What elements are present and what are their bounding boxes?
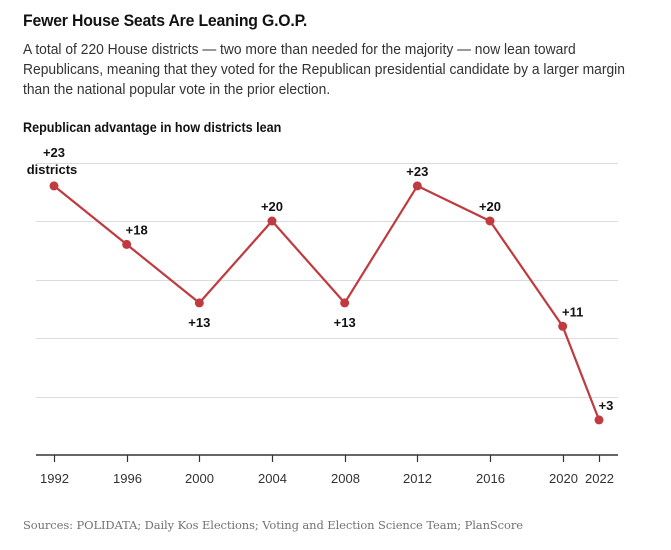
data-point (122, 239, 132, 249)
data-point (340, 298, 350, 308)
data-point (267, 216, 277, 226)
x-tick-label: 2008 (331, 471, 360, 486)
data-point (485, 216, 495, 226)
data-point (558, 321, 568, 331)
data-label: +13 (188, 315, 210, 330)
x-tick-label: 2000 (185, 471, 214, 486)
data-label: +23 (406, 164, 428, 179)
data-label: +3 (599, 398, 614, 413)
data-point (594, 415, 604, 425)
x-tick-label: 2020 (549, 471, 578, 486)
data-point (49, 181, 59, 191)
chart-heading: Republican advantage in how districts le… (23, 119, 282, 135)
source-note: Sources: POLIDATA; Daily Kos Elections; … (23, 518, 523, 532)
gridlines (36, 163, 618, 398)
chart-subtitle: A total of 220 House districts — two mor… (23, 42, 625, 98)
data-label: +23 (43, 145, 65, 160)
x-tick-label: 1992 (40, 471, 69, 486)
data-label: +18 (126, 222, 148, 237)
x-tick-label: 2012 (403, 471, 432, 486)
chart-title: Fewer House Seats Are Leaning G.O.P. (23, 11, 308, 30)
data-label: +20 (261, 199, 283, 214)
x-tick-label: 2016 (476, 471, 505, 486)
data-label: +13 (334, 315, 356, 330)
data-labels: +23 districts +18 +13 +20 +13 +23 +20 +11 +3 (27, 145, 614, 413)
x-tick-label: 2004 (258, 471, 287, 486)
data-label: +20 (479, 199, 501, 214)
x-axis: 1992 1996 2000 2004 2008 2012 2016 2020 2022 (36, 454, 618, 486)
series-layer (49, 181, 604, 425)
data-point (412, 181, 422, 191)
data-label: +11 (562, 304, 583, 319)
x-tick-label: 2022 (585, 471, 614, 486)
data-point (194, 298, 204, 308)
data-label-unit: districts (27, 162, 78, 177)
x-tick-label: 1996 (113, 471, 142, 486)
